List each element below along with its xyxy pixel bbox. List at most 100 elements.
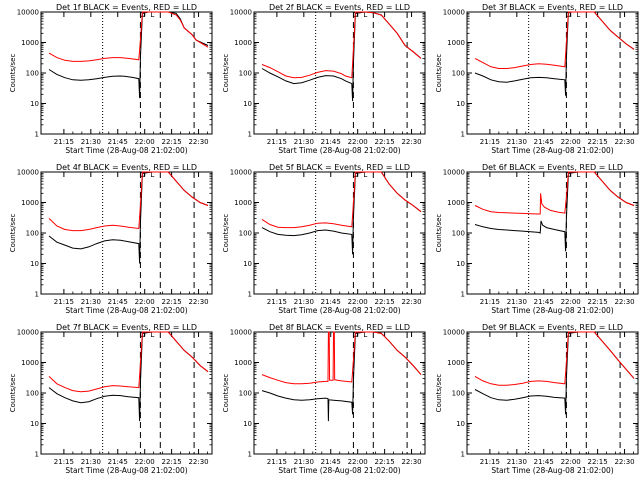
chart-panel-2: Det 2f BLACK = Events, RED = LLD 1 10 100 10… xyxy=(222,3,426,155)
chart-title: Det 2f BLACK = Events, RED = LLD xyxy=(269,3,410,12)
x-tick-label: 22:15 xyxy=(588,138,608,146)
series-lld xyxy=(474,171,635,215)
x-axis-label: Start Time (28-Aug-08 21:02:00) xyxy=(278,146,400,155)
y-tick-label: 1 xyxy=(461,291,465,299)
x-tick-label: 22:15 xyxy=(375,458,395,466)
y-tick-label: 100 xyxy=(452,390,465,398)
y-tick-label: 1000 xyxy=(447,359,465,367)
y-axis-label: Counts/sec xyxy=(435,54,443,93)
y-tick-label: 100 xyxy=(26,230,39,238)
x-tick-label: 21:45 xyxy=(534,298,554,306)
y-axis-label: Counts/sec xyxy=(9,374,17,413)
chart-panel-1: Det 1f BLACK = Events, RED = LLD 1 10 100 10… xyxy=(9,3,213,155)
y-axis-label: Counts/sec xyxy=(222,54,230,93)
y-tick-label: 10 xyxy=(456,260,465,268)
y-tick-label: 1000 xyxy=(447,199,465,207)
y-tick-label: 10000 xyxy=(17,329,39,337)
y-tick-label: 1 xyxy=(35,451,39,459)
x-tick-label: 21:45 xyxy=(108,298,128,306)
y-tick-label: 1000 xyxy=(234,359,252,367)
plot-frame xyxy=(40,171,213,295)
x-tick-label: 22:15 xyxy=(162,458,182,466)
series-lld xyxy=(48,11,209,62)
y-tick-label: 10000 xyxy=(17,9,39,17)
x-axis-label: Start Time (28-Aug-08 21:02:00) xyxy=(491,466,613,475)
x-tick-label: 21:45 xyxy=(534,138,554,146)
chart-title: Det 8f BLACK = Events, RED = LLD xyxy=(269,323,410,332)
y-tick-label: 10000 xyxy=(230,9,252,17)
chart-panel-5: Det 5f BLACK = Events, RED = LLD 1 10 100 10… xyxy=(222,163,426,315)
x-tick-label: 22:00 xyxy=(561,138,581,146)
x-axis-label: Start Time (28-Aug-08 21:02:00) xyxy=(491,306,613,315)
x-tick-label: 22:30 xyxy=(401,298,421,306)
chart-title: Det 9f BLACK = Events, RED = LLD xyxy=(482,323,623,332)
y-tick-label: 10 xyxy=(456,100,465,108)
y-tick-label: 1 xyxy=(461,451,465,459)
x-tick-label: 21:15 xyxy=(54,458,74,466)
x-axis-label: Start Time (28-Aug-08 21:02:00) xyxy=(65,306,187,315)
y-tick-label: 100 xyxy=(239,230,252,238)
x-tick-label: 22:30 xyxy=(614,138,634,146)
x-tick-label: 22:00 xyxy=(348,458,368,466)
x-tick-label: 22:00 xyxy=(561,298,581,306)
y-tick-label: 10000 xyxy=(443,329,465,337)
x-tick-label: 22:30 xyxy=(614,458,634,466)
y-axis-label: Counts/sec xyxy=(435,374,443,413)
y-tick-label: 1 xyxy=(248,131,252,139)
y-tick-label: 1000 xyxy=(234,39,252,47)
x-tick-label: 21:30 xyxy=(507,458,527,466)
attenuator-marker: L xyxy=(150,331,154,339)
y-tick-label: 10 xyxy=(30,420,39,428)
y-tick-label: 10 xyxy=(30,100,39,108)
x-tick-label: 21:30 xyxy=(81,298,101,306)
x-tick-label: 21:30 xyxy=(81,458,101,466)
plot-frame xyxy=(466,11,639,135)
series-events xyxy=(261,11,422,102)
chart-title: Det 5f BLACK = Events, RED = LLD xyxy=(269,163,410,172)
y-tick-label: 10000 xyxy=(443,9,465,17)
chart-panel-8: Det 8f BLACK = Events, RED = LLD 1 10 100 10… xyxy=(222,323,426,475)
x-tick-label: 21:45 xyxy=(321,458,341,466)
x-tick-label: 21:30 xyxy=(294,458,314,466)
x-tick-label: 21:45 xyxy=(534,458,554,466)
series-lld xyxy=(474,331,635,386)
x-tick-label: 21:30 xyxy=(294,298,314,306)
y-axis-label: Counts/sec xyxy=(222,214,230,253)
x-tick-label: 22:00 xyxy=(135,458,155,466)
y-tick-label: 100 xyxy=(26,390,39,398)
chart-panel-7: Det 7f BLACK = Events, RED = LLD 1 10 100 10… xyxy=(9,323,213,475)
y-tick-label: 100 xyxy=(26,70,39,78)
attenuator-marker: L xyxy=(150,171,154,179)
series-events xyxy=(48,171,209,264)
y-axis-label: Counts/sec xyxy=(9,214,17,253)
y-tick-label: 10 xyxy=(243,260,252,268)
y-tick-label: 1 xyxy=(35,131,39,139)
y-tick-label: 10 xyxy=(243,100,252,108)
series-events xyxy=(474,331,635,415)
x-tick-label: 22:00 xyxy=(135,138,155,146)
x-tick-label: 22:30 xyxy=(401,458,421,466)
series-events xyxy=(474,11,635,96)
y-tick-label: 100 xyxy=(239,390,252,398)
y-tick-label: 10000 xyxy=(230,329,252,337)
chart-title: Det 1f BLACK = Events, RED = LLD xyxy=(56,3,197,12)
attenuator-marker: L xyxy=(576,171,580,179)
plot-frame xyxy=(253,331,426,455)
chart-panel-6: Det 6f BLACK = Events, RED = LLD 1 10 100 10… xyxy=(435,163,639,315)
x-tick-label: 22:30 xyxy=(188,458,208,466)
y-tick-label: 10 xyxy=(30,260,39,268)
x-axis-label: Start Time (28-Aug-08 21:02:00) xyxy=(278,306,400,315)
y-tick-label: 100 xyxy=(452,70,465,78)
y-tick-label: 1000 xyxy=(21,199,39,207)
x-tick-label: 21:15 xyxy=(480,458,500,466)
chart-title: Det 4f BLACK = Events, RED = LLD xyxy=(56,163,197,172)
y-tick-label: 100 xyxy=(452,230,465,238)
x-tick-label: 22:00 xyxy=(348,298,368,306)
chart-title: Det 6f BLACK = Events, RED = LLD xyxy=(482,163,623,172)
series-lld xyxy=(48,331,209,393)
x-axis-label: Start Time (28-Aug-08 21:02:00) xyxy=(65,146,187,155)
attenuator-marker: L xyxy=(576,331,580,339)
series-events xyxy=(48,331,209,422)
plot-frame xyxy=(40,331,213,455)
y-tick-label: 10 xyxy=(456,420,465,428)
